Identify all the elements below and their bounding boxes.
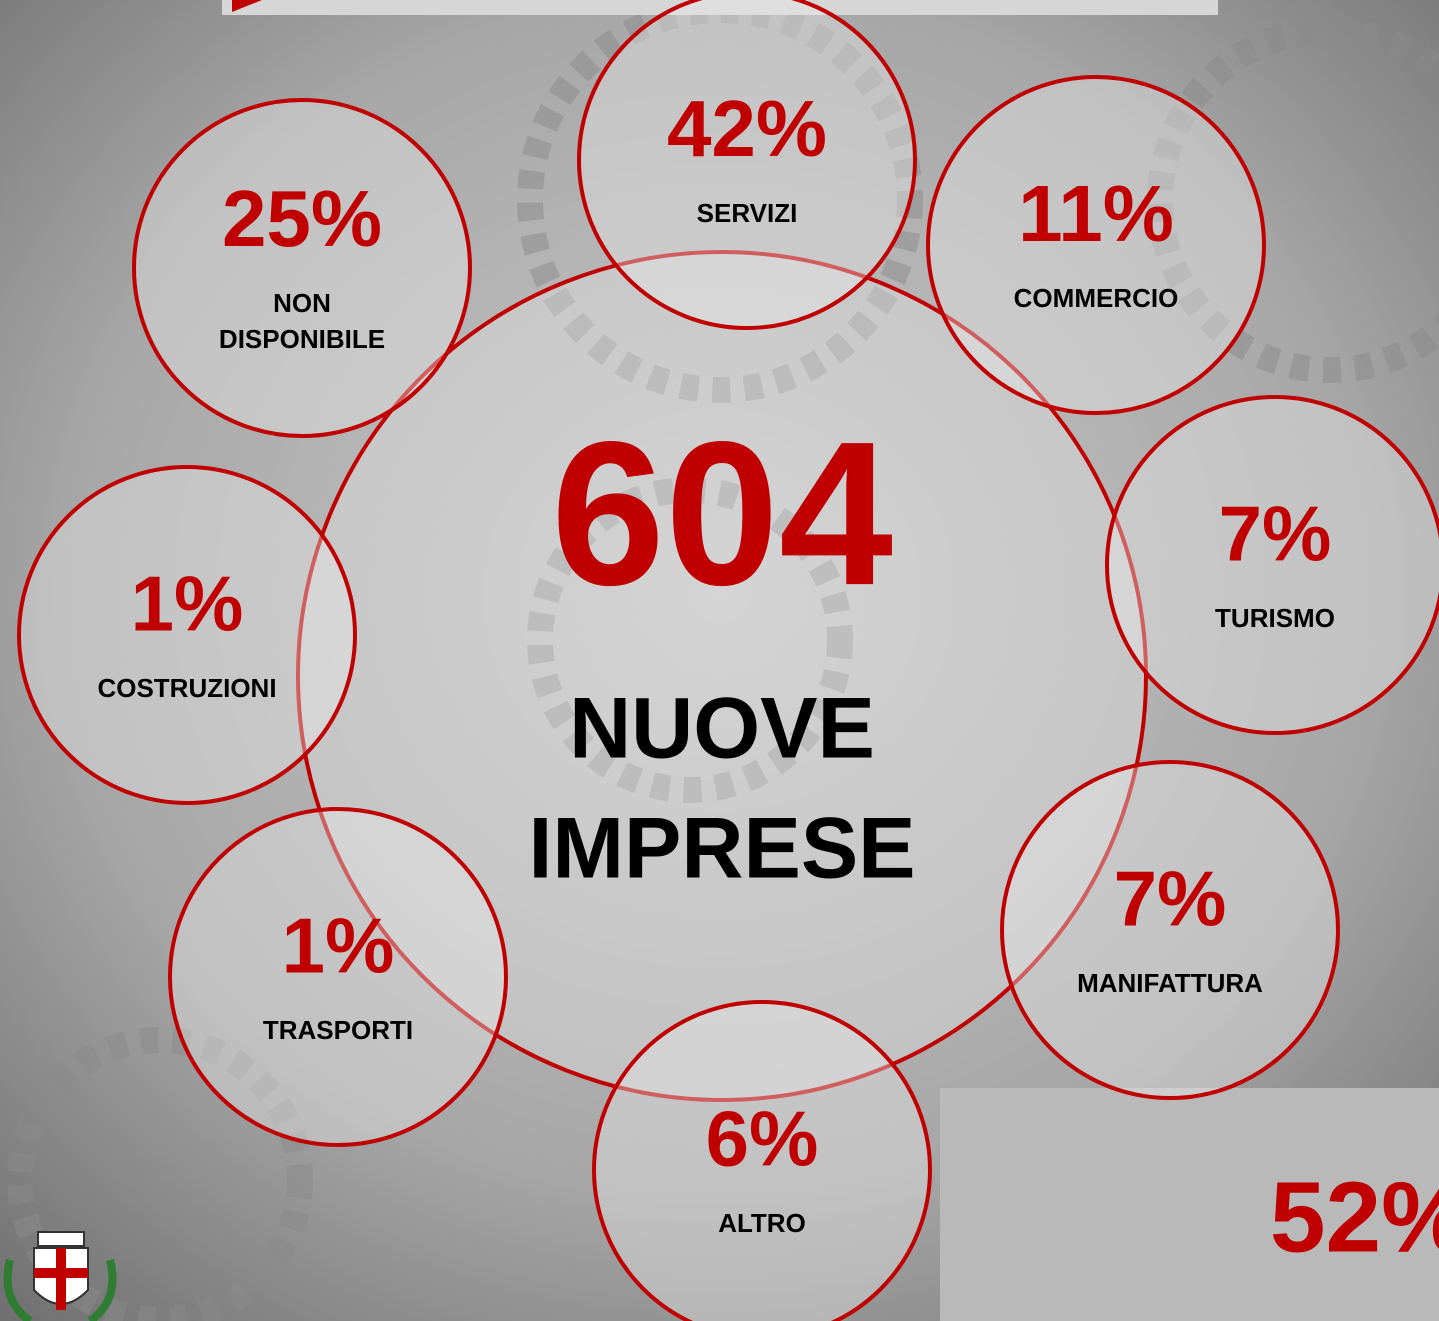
sector-value: 1%: [131, 560, 244, 648]
center-line: NUOVE: [569, 681, 875, 777]
sector-label: SERVIZI: [697, 198, 798, 228]
sector-value: 11%: [1018, 169, 1174, 258]
sector-label: COSTRUZIONI: [97, 673, 276, 703]
center-line: IMPRESE: [528, 801, 915, 897]
sector-value: 6%: [706, 1095, 819, 1183]
sector-value: 42%: [667, 84, 827, 173]
sector-label: TURISMO: [1215, 603, 1335, 633]
sector-value: 7%: [1114, 855, 1227, 943]
sector-value: 25%: [222, 174, 382, 263]
sector-value: 1%: [282, 902, 395, 990]
sector-label: NON: [273, 288, 331, 318]
sector-label: COMMERCIO: [1014, 283, 1179, 313]
side-panel-number: 52%: [1270, 1161, 1439, 1273]
sector-label: DISPONIBILE: [219, 324, 385, 354]
sector-value: 7%: [1219, 490, 1332, 578]
center-number: 604: [551, 399, 893, 628]
sector-label: TRASPORTI: [263, 1015, 413, 1045]
sector-label: MANIFATTURA: [1077, 968, 1263, 998]
sector-circle: [134, 100, 470, 436]
sector-label: ALTRO: [718, 1208, 806, 1238]
infographic: 52% 604 NUOVE IMPRESE 42% SERVIZI 11% COMME…: [0, 0, 1439, 1321]
